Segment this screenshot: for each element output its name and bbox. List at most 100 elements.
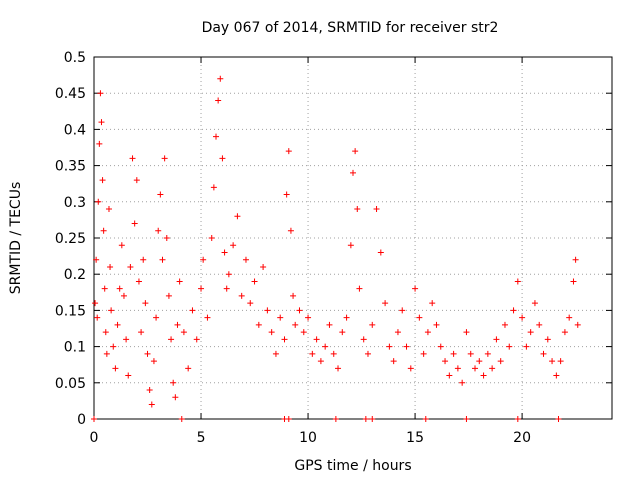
data-point — [92, 300, 99, 307]
data-point — [343, 314, 350, 321]
data-point — [165, 292, 172, 299]
y-axis: 0 0.05 0.1 0.15 0.2 0.25 0.3 0.35 0.4 0.45 0.5 — [55, 50, 612, 428]
data-point — [96, 140, 103, 147]
data-point — [350, 169, 356, 176]
data-point — [557, 358, 564, 365]
data-point — [403, 343, 410, 350]
data-point — [112, 365, 119, 372]
data-point — [377, 249, 384, 256]
y-tick-label: 0.1 — [64, 340, 86, 356]
data-point — [386, 343, 393, 350]
data-point — [155, 227, 162, 234]
data-point — [219, 155, 226, 162]
data-point — [242, 256, 249, 263]
y-tick-label: 0.45 — [55, 86, 86, 102]
data-point — [95, 198, 102, 205]
data-point — [176, 278, 183, 285]
data-point — [463, 329, 470, 336]
data-point — [570, 278, 577, 285]
data-point — [493, 336, 500, 343]
data-point — [429, 300, 436, 307]
data-point — [373, 206, 380, 213]
x-axis-label: GPS time / hours — [294, 458, 411, 474]
data-point — [272, 350, 279, 357]
data-point — [107, 263, 114, 270]
data-point — [407, 365, 414, 372]
data-point — [150, 358, 157, 365]
data-point — [129, 155, 136, 162]
data-point — [110, 343, 117, 350]
data-point — [116, 285, 123, 292]
data-point — [566, 314, 573, 321]
data-point — [204, 314, 211, 321]
data-point — [572, 256, 579, 263]
data-point — [305, 314, 312, 321]
data-point — [540, 350, 547, 357]
data-point — [120, 292, 127, 299]
x-tick-label: 15 — [406, 430, 424, 446]
x-axis: 0 5 10 15 20 — [90, 57, 531, 446]
data-point — [230, 242, 237, 249]
data-point — [281, 336, 288, 343]
data-point — [544, 336, 551, 343]
data-point — [198, 285, 205, 292]
data-point — [127, 263, 134, 270]
data-point — [369, 321, 376, 328]
data-point — [91, 416, 97, 422]
data-point — [189, 307, 196, 314]
data-point — [523, 343, 530, 350]
data-point — [416, 314, 423, 321]
data-point — [480, 372, 487, 379]
data-point — [144, 350, 151, 357]
data-point — [510, 307, 517, 314]
data-point — [484, 350, 491, 357]
data-point — [100, 227, 107, 234]
data-point — [459, 379, 466, 386]
data-point — [330, 350, 337, 357]
data-point — [118, 242, 125, 249]
y-tick-label: 0.35 — [55, 159, 86, 175]
data-point — [446, 372, 453, 379]
data-point — [264, 307, 271, 314]
data-point — [238, 292, 245, 299]
data-point — [317, 358, 324, 365]
data-point — [133, 177, 140, 184]
data-point — [138, 329, 145, 336]
data-point — [292, 321, 299, 328]
data-point — [531, 300, 538, 307]
data-point — [420, 350, 427, 357]
y-tick-label: 0 — [77, 412, 86, 428]
data-point — [527, 329, 534, 336]
data-point — [433, 321, 440, 328]
data-point — [178, 416, 185, 422]
data-point — [553, 372, 560, 379]
data-point — [296, 307, 303, 314]
data-point — [140, 256, 147, 263]
data-point — [412, 285, 419, 292]
y-tick-label: 0.25 — [55, 231, 86, 247]
y-tick-label: 0.5 — [64, 50, 86, 66]
data-point — [489, 365, 496, 372]
data-point — [501, 321, 508, 328]
data-point — [514, 416, 521, 422]
data-point — [454, 365, 461, 372]
data-point — [369, 416, 376, 422]
data-point — [99, 177, 106, 184]
data-point — [476, 358, 483, 365]
data-point — [200, 256, 207, 263]
data-point — [332, 416, 339, 422]
data-point — [335, 365, 342, 372]
data-point — [255, 321, 262, 328]
data-point — [356, 285, 363, 292]
x-tick-label: 5 — [197, 430, 206, 446]
data-point — [146, 387, 153, 394]
data-point — [168, 336, 175, 343]
grid — [94, 57, 612, 419]
data-point — [313, 336, 320, 343]
data-point — [339, 329, 346, 336]
chart-title: Day 067 of 2014, SRMTID for receiver str… — [202, 20, 499, 36]
data-point — [213, 133, 220, 140]
data-point — [223, 285, 230, 292]
data-point — [163, 235, 170, 241]
data-point — [463, 416, 470, 422]
